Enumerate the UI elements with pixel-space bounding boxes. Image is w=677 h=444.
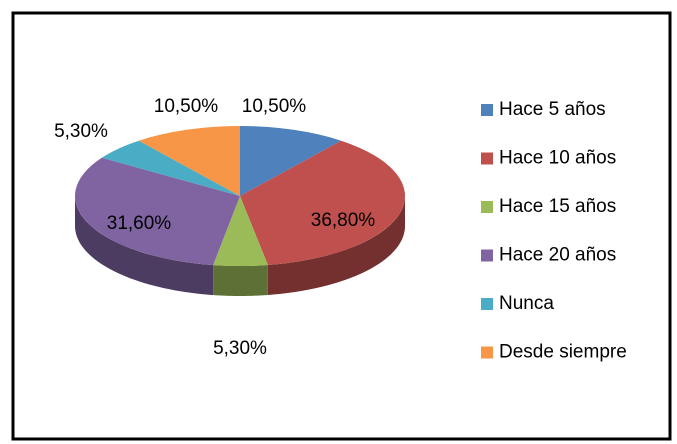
slice-side — [75, 196, 214, 296]
data-label: 5,30% — [213, 338, 267, 359]
slice — [213, 196, 268, 266]
legend-label: Hace 10 años — [499, 148, 616, 169]
data-label: 10,50% — [242, 96, 307, 117]
slice-side — [267, 196, 405, 295]
slice — [101, 140, 240, 196]
legend-label: Hace 5 años — [499, 99, 606, 120]
data-label: 36,80% — [311, 210, 376, 231]
legend-label: Nunca — [499, 293, 554, 314]
data-label: 5,30% — [54, 121, 108, 142]
slice — [138, 126, 240, 196]
legend-swatch — [481, 249, 493, 262]
data-label: 31,60% — [107, 213, 172, 234]
legend-swatch — [481, 104, 493, 116]
legend-swatch — [481, 152, 493, 165]
legend-swatch — [481, 298, 493, 310]
legend-swatch — [481, 346, 493, 359]
slice — [240, 140, 405, 265]
legend-swatch — [481, 201, 493, 213]
slice-side — [213, 264, 268, 296]
slice — [74, 157, 240, 266]
legend-label: Hace 20 años — [499, 245, 616, 266]
legend-label: Hace 15 años — [499, 196, 616, 217]
data-label: 10,50% — [154, 96, 219, 117]
legend-label: Desde siempre — [499, 342, 627, 363]
slice — [240, 126, 342, 196]
